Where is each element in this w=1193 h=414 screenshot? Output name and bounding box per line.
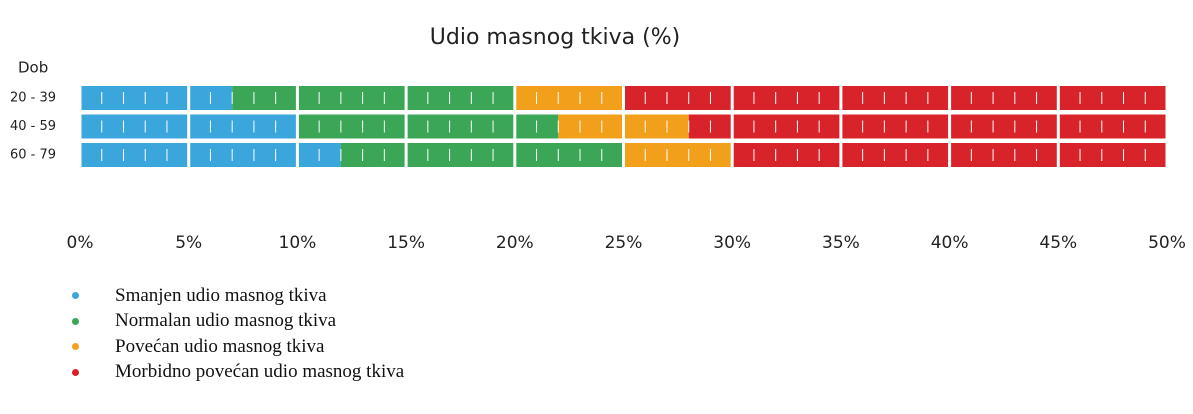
legend-label: Smanjen udio masnog tkiva: [115, 284, 327, 306]
legend-marker: [72, 292, 79, 300]
legend-item: Morbidno povećan udio masnog tkiva: [60, 360, 404, 386]
x-tick-label: 50%: [1148, 233, 1186, 253]
x-tick-label: 5%: [175, 233, 202, 253]
y-tick-label: 40 - 59: [10, 119, 56, 134]
chart: Udio masnog tkiva (%) Dob 20 - 39 40 - 59…: [10, 25, 1186, 253]
legend-marker: [72, 368, 79, 376]
bar-segment: [514, 86, 624, 110]
legend-item: Povećan udio masnog tkiva: [60, 334, 404, 360]
legend-marker: [72, 343, 79, 351]
x-tick-label: 30%: [713, 233, 751, 253]
legend-item: Smanjen udio masnog tkiva: [60, 283, 404, 309]
x-tick-label: 20%: [496, 233, 534, 253]
bar-segment: [80, 86, 233, 110]
bar-segment: [623, 86, 1167, 110]
y-tick-label: 60 - 79: [10, 148, 56, 163]
x-tick-label: 35%: [822, 233, 860, 253]
x-tick-label: 45%: [1039, 233, 1077, 253]
x-tick-label: 0%: [67, 233, 94, 253]
legend-label: Povećan udio masnog tkiva: [115, 335, 325, 357]
bar-segment: [623, 143, 733, 167]
x-tick-label: 40%: [931, 233, 969, 253]
x-tick-label: 25%: [605, 233, 643, 253]
x-tick-label: 15%: [387, 233, 425, 253]
bar-segment: [232, 86, 515, 110]
legend-label: Normalan udio masnog tkiva: [115, 310, 337, 332]
legend-item: Normalan udio masnog tkiva: [60, 309, 404, 335]
legend: Smanjen udio masnog tkiva Normalan udio m…: [60, 283, 404, 385]
y-tick-label: 20 - 39: [10, 91, 56, 106]
legend-marker: [72, 317, 79, 325]
y-axis-label: Dob: [18, 59, 48, 77]
chart-title: Udio masnog tkiva (%): [430, 25, 680, 50]
legend-label: Morbidno povećan udio masnog tkiva: [115, 361, 405, 383]
x-tick-label: 10%: [279, 233, 317, 253]
bar-segment: [340, 143, 624, 167]
